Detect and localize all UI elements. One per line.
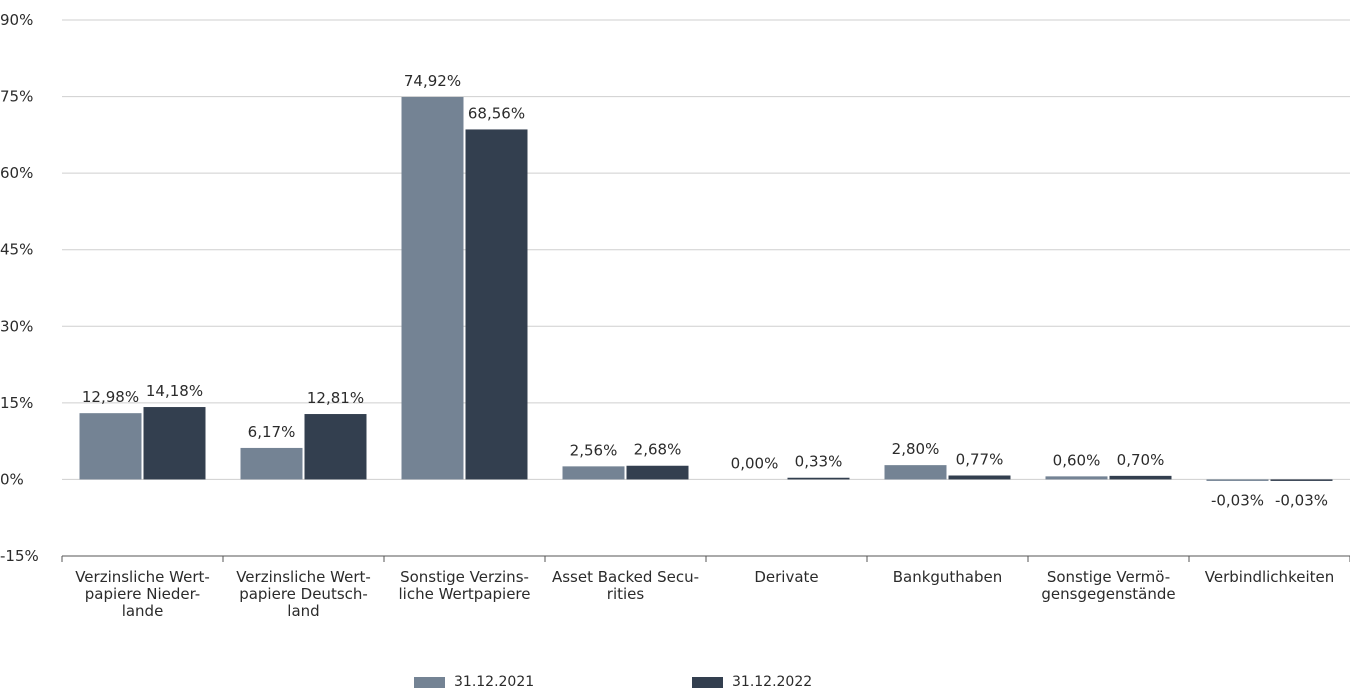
data-label: 68,56%	[468, 104, 525, 122]
x-category-label: Bankguthaben	[893, 568, 1003, 586]
y-tick-label: 30%	[0, 317, 33, 335]
bar-31.12.2021	[884, 465, 947, 480]
data-label: -0,03%	[1211, 491, 1264, 509]
y-tick-label: 15%	[0, 394, 33, 412]
data-label: 12,81%	[307, 389, 364, 407]
x-category-label: gensgegenstände	[1041, 585, 1175, 603]
data-label: 0,00%	[731, 454, 779, 472]
bar-31.12.2021	[401, 96, 464, 480]
x-category-label: rities	[607, 585, 645, 603]
x-category-label: Derivate	[754, 568, 818, 586]
data-label: -0,03%	[1275, 491, 1328, 509]
x-category-label: papiere Deutsch-	[239, 585, 368, 603]
bar-31.12.2022	[304, 414, 367, 480]
data-label: 14,18%	[146, 382, 203, 400]
legend-label-2021: 31.12.2021	[454, 674, 535, 690]
y-tick-label: 75%	[0, 88, 33, 106]
y-tick-label: 0%	[0, 470, 24, 488]
data-label: 0,77%	[956, 450, 1004, 468]
data-label: 6,17%	[248, 423, 296, 441]
x-category-label: Verbindlichkeiten	[1205, 568, 1334, 586]
data-label: 74,92%	[404, 72, 461, 90]
x-category-label: Sonstige Vermö-	[1047, 568, 1170, 586]
bar-31.12.2021	[79, 413, 142, 480]
data-label: 2,56%	[570, 441, 618, 459]
x-category-label: Asset Backed Secu-	[552, 568, 699, 586]
legend-swatch-2021	[414, 676, 445, 688]
legend: 31.12.2021 31.12.2022	[0, 675, 1350, 689]
x-category-label: papiere Nieder-	[85, 585, 200, 603]
bar-31.12.2021	[240, 447, 303, 480]
bar-31.12.2022	[626, 465, 689, 480]
y-tick-label: 60%	[0, 164, 33, 182]
y-tick-label: 45%	[0, 241, 33, 259]
data-label: 2,80%	[892, 440, 940, 458]
bar-31.12.2021	[562, 466, 625, 480]
data-label: 0,33%	[795, 453, 843, 471]
legend-item-2021: 31.12.2021	[414, 675, 534, 689]
y-tick-label: -15%	[0, 547, 39, 565]
legend-item-2022: 31.12.2022	[692, 675, 812, 689]
bar-31.12.2022	[1270, 479, 1333, 481]
data-label: 0,70%	[1117, 451, 1165, 469]
bar-31.12.2022	[465, 129, 528, 480]
bar-31.12.2022	[1109, 475, 1172, 480]
bar-31.12.2021	[1045, 476, 1108, 480]
data-label: 0,60%	[1053, 451, 1101, 469]
legend-swatch-2022	[692, 676, 723, 688]
x-category-label: Sonstige Verzins-	[400, 568, 529, 586]
x-category-label: Verzinsliche Wert-	[75, 568, 210, 586]
y-tick-label: 90%	[0, 11, 33, 29]
bar-31.12.2022	[143, 407, 206, 480]
data-label: 2,68%	[634, 441, 682, 459]
x-category-label: lande	[122, 602, 164, 620]
bar-31.12.2021	[1206, 479, 1269, 481]
bar-31.12.2022	[948, 475, 1011, 480]
x-category-label: Verzinsliche Wert-	[236, 568, 371, 586]
x-category-label: liche Wertpapiere	[398, 585, 530, 603]
legend-label-2022: 31.12.2022	[732, 674, 813, 690]
data-label: 12,98%	[82, 388, 139, 406]
x-category-label: land	[287, 602, 319, 620]
bar-31.12.2022	[787, 477, 850, 480]
